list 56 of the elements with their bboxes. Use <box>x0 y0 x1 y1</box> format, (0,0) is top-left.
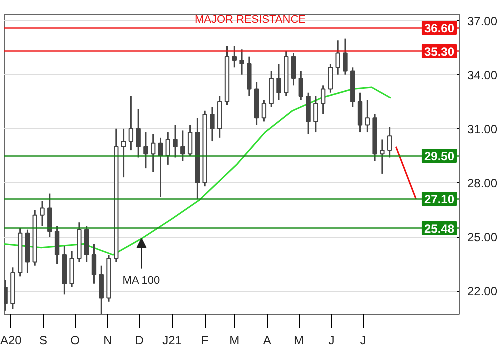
x-tick-label: F <box>201 334 209 348</box>
y-tick-label: 37.00 <box>468 14 498 28</box>
candlestick <box>92 243 97 285</box>
y-tick-label: 31.00 <box>468 122 498 136</box>
candlestick <box>380 138 385 175</box>
candlestick <box>4 280 8 312</box>
annotation: MA 100 <box>122 274 160 287</box>
ref-line-label: 27.10 <box>424 192 455 207</box>
x-tick-label: D <box>135 334 144 348</box>
candlestick <box>121 128 126 178</box>
candlestick <box>358 92 363 134</box>
candlestick <box>144 132 148 170</box>
y-tick-label: 28.00 <box>468 176 498 190</box>
candlestick <box>188 124 193 157</box>
candlestick <box>136 108 141 158</box>
candlestick <box>291 52 296 86</box>
x-tick-label: M <box>230 334 240 348</box>
candlestick <box>210 106 215 142</box>
x-tick-label: S <box>40 334 48 348</box>
candlestick <box>365 99 370 134</box>
x-tick-label: A20 <box>0 334 22 348</box>
candlestick <box>180 130 186 162</box>
ref-line-label: 36.60 <box>424 22 455 36</box>
x-tick-label: A <box>263 334 272 348</box>
candlestick <box>40 200 45 227</box>
x-tick-label: N <box>104 334 112 348</box>
candlestick <box>173 124 178 158</box>
annotation: MAJOR RESISTANCE <box>194 14 306 26</box>
candlestick <box>298 70 304 101</box>
y-tick-label: 25.00 <box>468 230 498 245</box>
candlestick <box>336 40 340 76</box>
y-tick-label: 22.00 <box>468 284 498 299</box>
candlestick <box>166 132 170 166</box>
x-tick-label: J21 <box>162 334 182 348</box>
candlestick <box>99 265 104 314</box>
candlestick <box>387 126 392 158</box>
candlestick <box>276 63 282 101</box>
candlestick <box>314 96 318 134</box>
ref-line-label: 25.48 <box>424 222 455 236</box>
candlestick <box>128 96 134 152</box>
line-series <box>4 86 392 256</box>
x-tick-label: M <box>294 334 304 348</box>
candlestick <box>54 225 60 265</box>
candlestick <box>151 134 156 173</box>
x-tick-label: J <box>328 334 335 348</box>
candlestick <box>240 48 244 76</box>
ref-line-label: 29.50 <box>424 149 455 164</box>
candlestick <box>320 84 326 116</box>
candlestick <box>232 45 237 68</box>
candlestick <box>343 38 348 76</box>
x-tick-label: J <box>360 334 366 348</box>
candlestick <box>262 99 267 122</box>
candlestick <box>328 63 334 94</box>
ref-line-label: 35.30 <box>424 44 455 59</box>
x-tick-label: O <box>70 334 80 348</box>
y-tick-label: 34.00 <box>468 68 498 82</box>
